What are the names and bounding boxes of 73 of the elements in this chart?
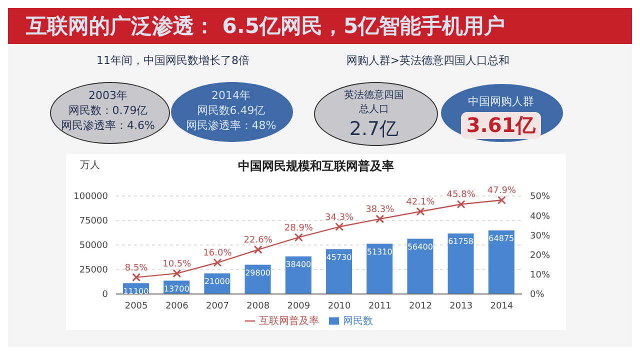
data-label: 45730: [326, 252, 352, 262]
text: 网购人群>英法德意四国人口总和: [345, 53, 511, 68]
data-label: 38.3%: [366, 204, 395, 215]
text: 网民数：0.79亿: [67, 103, 149, 118]
y-tick-label: 25000: [79, 266, 108, 276]
data-label: 21000: [204, 277, 230, 286]
text: 英法德意四国总人口: [343, 88, 405, 116]
data-label: 16.0%: [203, 248, 232, 259]
y2-tick-label: 20%: [530, 250, 550, 261]
data-label: 61758: [448, 237, 474, 246]
y-tick-label: 100000: [74, 192, 108, 202]
x-tick-label: 2014: [490, 301, 514, 312]
data-label: 51310: [366, 247, 392, 256]
x-tick-label: 2010: [328, 301, 352, 312]
x-tick-label: 2007: [206, 301, 229, 312]
point: [132, 273, 141, 282]
legend-label: 互联网普及率: [259, 316, 319, 327]
y2-tick-label: 40%: [530, 212, 550, 222]
legend-label: 网民数: [343, 316, 373, 327]
data-label: 11100: [123, 286, 149, 296]
text: 2.7亿: [348, 117, 400, 142]
x-tick-label: 2013: [450, 301, 473, 312]
point: [376, 214, 384, 224]
data-label: 29800: [245, 268, 271, 278]
bar: [326, 249, 352, 294]
y-tick-label: 50000: [79, 241, 108, 252]
point: [416, 207, 425, 216]
x-tick-label: 2009: [287, 301, 310, 312]
bar: [448, 233, 474, 294]
y2-tick-label: 30%: [530, 231, 550, 242]
data-label: 42.1%: [406, 197, 436, 208]
x-tick-label: 2012: [409, 301, 432, 312]
data-label: 45.8%: [446, 190, 476, 200]
point: [335, 222, 344, 232]
data-label: 38400: [286, 260, 312, 270]
data-label: 8.5%: [124, 263, 148, 274]
bar: [407, 238, 434, 294]
point: [254, 245, 262, 254]
text: 网民数6.49亿: [196, 103, 266, 118]
text: 2003年: [88, 88, 128, 103]
data-label: 47.9%: [487, 186, 516, 196]
point: [456, 200, 466, 208]
y2-tick-label: 0%: [530, 290, 545, 300]
text: 中国网购人群: [467, 94, 535, 109]
text: 网民渗透率：4.6%: [60, 118, 156, 133]
y-axis-title: 万人: [80, 159, 100, 172]
text: 3.61亿: [461, 112, 541, 139]
chart-title: 互联网的广泛渗透： 6.5亿网民，5亿智能手机用户: [26, 13, 506, 40]
data-label: 28.9%: [284, 223, 314, 234]
x-tick-label: 2006: [165, 301, 189, 312]
x-tick-label: 2005: [124, 301, 148, 312]
data-label: 56400: [407, 242, 433, 252]
x-tick-label: 2008: [246, 301, 270, 312]
text: 11年间，中国网民数增长了8倍: [96, 53, 250, 68]
text: 网民渗透率：48%: [184, 118, 278, 133]
point: [213, 258, 222, 267]
data-label: 13700: [164, 284, 190, 294]
text: 2014年: [210, 88, 252, 103]
chart-subtitle: 中国网民规模和互联网普及率: [238, 159, 394, 173]
y-tick-label: 0: [102, 290, 108, 300]
bar: [366, 244, 393, 294]
point: [294, 233, 303, 242]
data-label: 22.6%: [244, 236, 273, 246]
data-label: 10.5%: [162, 259, 192, 270]
y2-tick-label: 10%: [530, 270, 550, 281]
point: [497, 196, 506, 204]
bar: [488, 230, 514, 294]
y2-tick-label: 50%: [530, 192, 550, 202]
data-label: 64875: [488, 234, 514, 244]
y-tick-label: 75000: [79, 216, 108, 227]
point: [172, 269, 182, 278]
x-tick-label: 2011: [368, 301, 392, 312]
data-label: 34.3%: [325, 212, 354, 223]
